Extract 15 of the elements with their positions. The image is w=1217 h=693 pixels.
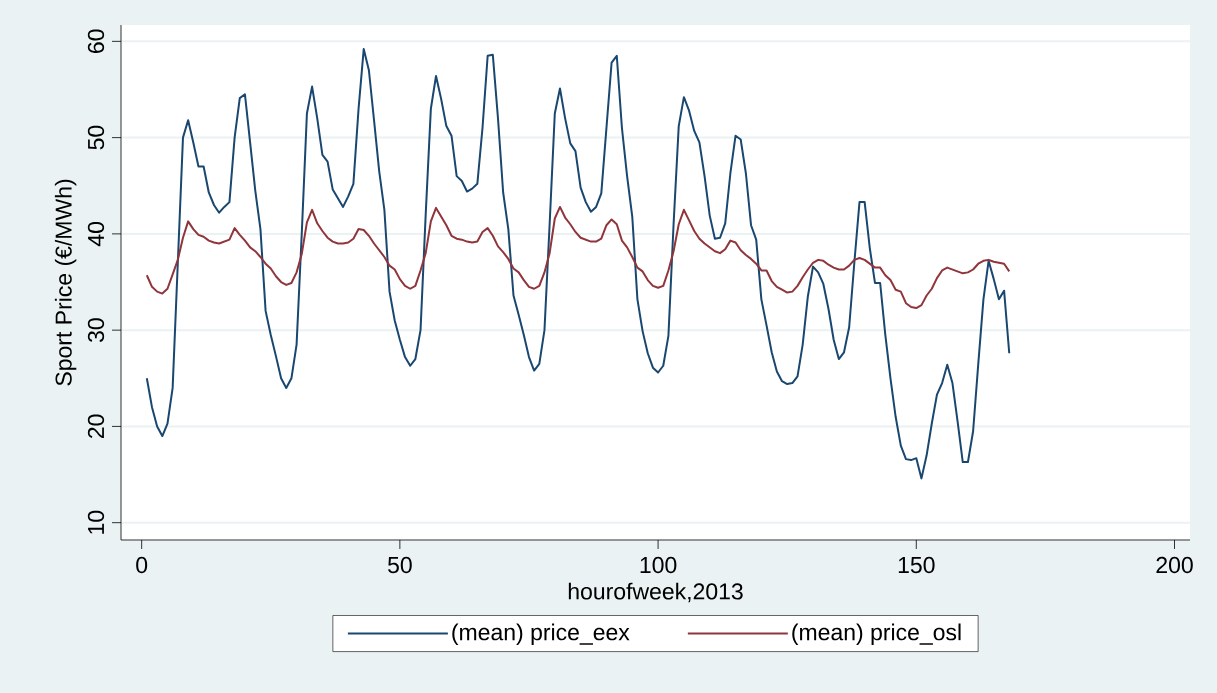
legend-label: (mean) price_osl bbox=[792, 623, 961, 645]
legend-label: (mean) price_eex bbox=[452, 623, 630, 645]
x-tick-label: 100 bbox=[640, 556, 677, 574]
y-tick-label: 60 bbox=[87, 29, 105, 53]
y-tick-label: 30 bbox=[87, 318, 105, 343]
y-tick-label: 50 bbox=[87, 125, 105, 150]
x-tick-label: 150 bbox=[898, 556, 935, 574]
x-tick-label: 0 bbox=[136, 556, 148, 574]
x-tick-label: 50 bbox=[388, 556, 412, 574]
y-axis-title: Sport Price (€/MWh) bbox=[54, 179, 77, 386]
x-axis-title: hourofweek,2013 bbox=[568, 582, 743, 603]
y-tick-label: 10 bbox=[87, 510, 105, 534]
y-tick-label: 20 bbox=[87, 414, 105, 439]
y-tick-label: 40 bbox=[87, 221, 105, 247]
x-tick-label: 200 bbox=[1156, 556, 1193, 574]
